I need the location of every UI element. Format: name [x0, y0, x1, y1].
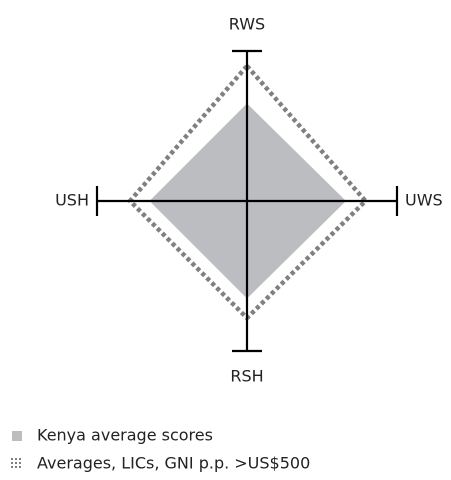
legend-swatch: [19, 458, 21, 460]
legend-swatch: [15, 462, 17, 464]
axis-label: RSH: [230, 367, 263, 386]
legend-swatch: [19, 466, 21, 468]
axis-label: UWS: [405, 191, 443, 210]
legend-swatch: [11, 462, 13, 464]
legend-swatch: [15, 458, 17, 460]
legend-label: Kenya average scores: [37, 426, 213, 445]
axis-label: RWS: [229, 15, 265, 34]
legend-swatch: [15, 466, 17, 468]
legend-label: Averages, LICs, GNI p.p. >US$500: [37, 454, 310, 473]
legend-swatch: [12, 431, 22, 441]
axis-label: USH: [55, 191, 89, 210]
legend-swatch: [11, 458, 13, 460]
legend-swatch: [19, 462, 21, 464]
legend-swatch: [11, 466, 13, 468]
